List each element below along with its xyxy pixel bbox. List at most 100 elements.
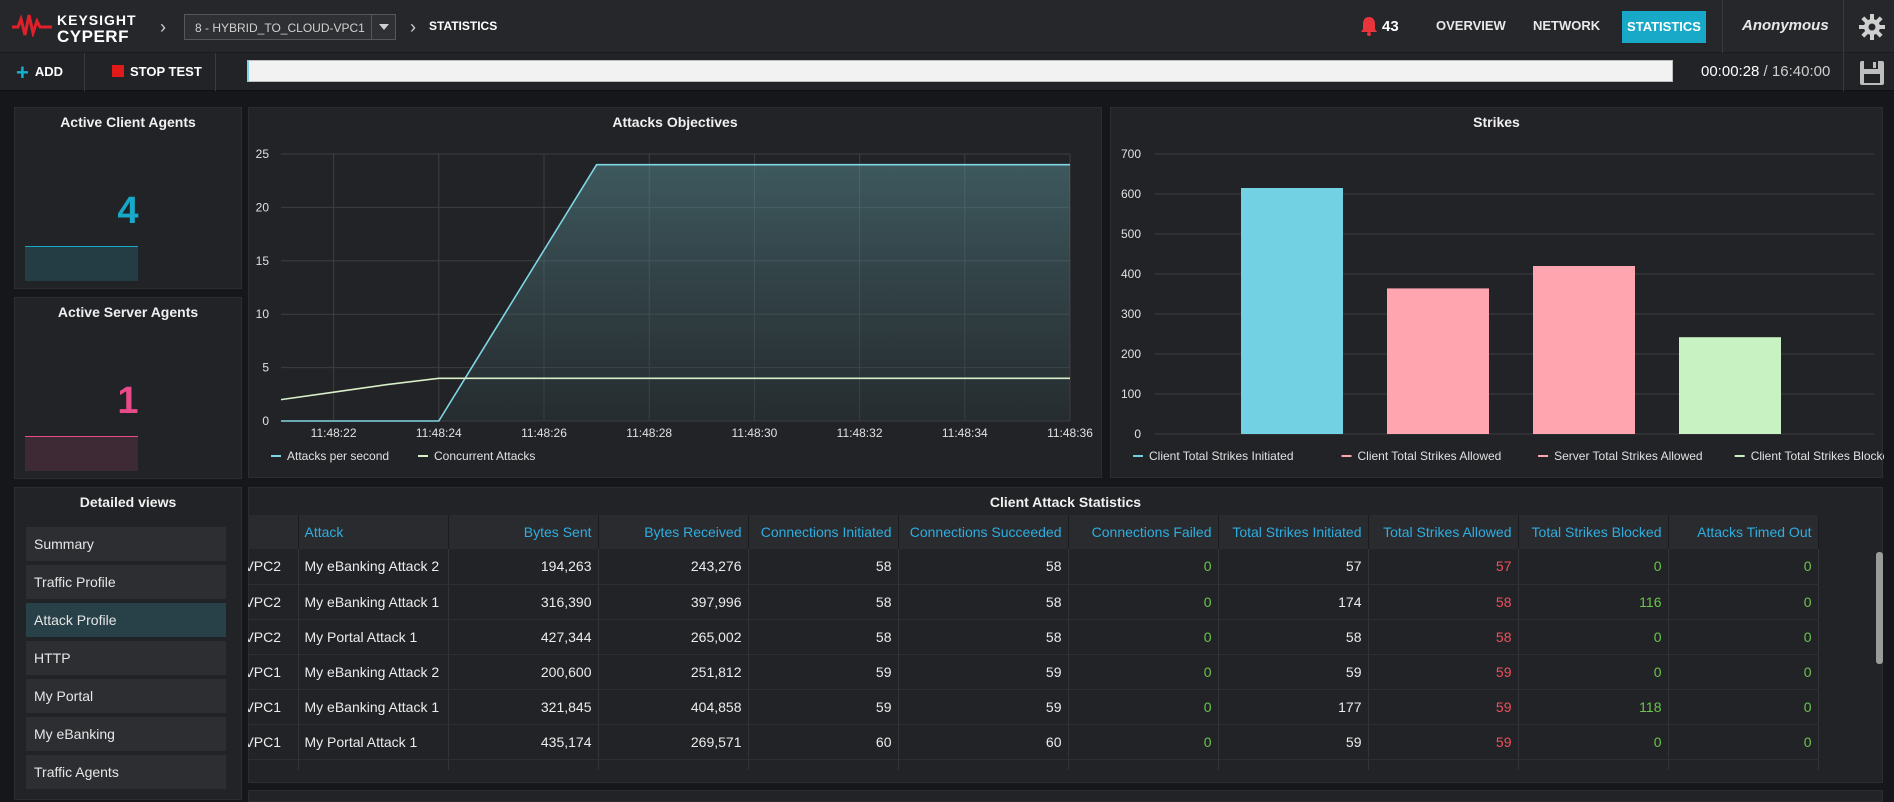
x-tick-label: 11:48:24 [416,426,462,440]
panel-title: Active Client Agents [60,114,196,130]
column-header[interactable]: Connections Initiated [748,515,899,549]
legend-label[interactable]: Client Total Strikes Blocked [1751,449,1884,463]
y-tick-label: 400 [1121,267,1141,281]
nav-network[interactable]: NETWORK [1533,18,1601,33]
column-header[interactable]: Total Strikes Allowed [1368,515,1519,549]
chevron-down-icon[interactable] [371,15,395,39]
table-row[interactable] [248,759,1819,770]
sidebar-item-attack-profile[interactable]: Attack Profile [26,603,226,637]
table-cell: 200,600 [448,654,599,690]
session-select[interactable]: 8 - HYBRID_TO_CLOUD-VPC1 [184,14,396,40]
divider [1843,53,1844,91]
column-header[interactable]: Connections Failed [1068,515,1219,549]
table-cell: Client-VPC1 [248,724,299,760]
table-cell: 0 [1068,584,1219,620]
bell-icon[interactable] [1360,16,1378,36]
chart-title: Attacks Objectives [612,114,738,130]
keysight-cyperf-logo[interactable]: KEYSIGHT CYPERF [12,10,142,46]
sidebar-item-traffic-profile[interactable]: Traffic Profile [26,565,226,599]
breadcrumb-current-page: STATISTICS [429,19,498,33]
nav-statistics[interactable]: STATISTICS [1622,11,1706,43]
y-tick-label: 300 [1121,307,1141,321]
table-cell: 57 [1218,549,1369,585]
save-icon[interactable] [1858,55,1886,89]
session-name: 8 - HYBRID_TO_CLOUD-VPC1 [195,21,365,35]
table-cell: Client-VPC1 [248,654,299,690]
table-cell: 269,571 [598,724,749,760]
table-cell: 0 [1668,549,1819,585]
alert-count[interactable]: 43 [1382,18,1399,35]
table-header-row: Attack Bytes Sent Bytes Received Connection… [248,515,1819,549]
table-cell: 251,812 [598,654,749,690]
active-client-agents-panel: Active Client Agents 4 [14,107,242,289]
next-panel-edge [248,790,1883,802]
sidebar-item-label: Attack Profile [34,612,117,628]
stop-icon [112,65,124,77]
table-cell: 435,174 [448,724,599,760]
legend-label[interactable]: Attacks per second [287,449,389,463]
divider [84,53,85,91]
table-cell: 427,344 [448,619,599,655]
plus-icon: + [16,60,29,86]
panel-title: Active Server Agents [57,304,199,320]
legend-label[interactable]: Concurrent Attacks [434,449,535,463]
table-cell: 58 [748,619,899,655]
table-cell: 194,263 [448,549,599,585]
column-header[interactable]: Attacks Timed Out [1668,515,1819,549]
gear-icon[interactable] [1858,13,1886,41]
sidebar-item-my-portal[interactable]: My Portal [26,679,226,713]
column-header[interactable]: Total Strikes Blocked [1518,515,1669,549]
table-cell: 58 [898,549,1069,585]
table-cell: 0 [1668,584,1819,620]
bar-client-total-strikes-allowed[interactable] [1387,288,1489,434]
column-header[interactable]: Connections Succeeded [898,515,1069,549]
column-header[interactable] [248,515,299,549]
bar-server-total-strikes-allowed[interactable] [1533,266,1635,434]
toolbar: + ADD STOP TEST 00:00:28 / 16:40:00 [0,53,1894,91]
chevron-right-icon: › [160,17,166,37]
table-cell: 60 [748,724,899,760]
table-cell: 59 [898,689,1069,725]
keysight-wave-icon [12,13,52,37]
table-cell: 58 [748,584,899,620]
sidebar-item-summary[interactable]: Summary [26,527,226,561]
table-cell: My eBanking Attack 1 [298,689,449,725]
legend-label[interactable]: Server Total Strikes Allowed [1554,449,1703,463]
y-tick-label: 0 [262,414,269,428]
sidebar-item-traffic-agents[interactable]: Traffic Agents [26,755,226,789]
sidebar-item-http[interactable]: HTTP [26,641,226,675]
sidebar-item-my-ebanking[interactable]: My eBanking [26,717,226,751]
y-tick-label: 25 [256,147,270,161]
column-header[interactable]: Total Strikes Initiated [1218,515,1369,549]
table-scrollbar[interactable] [1876,552,1883,664]
sidebar-item-label: Traffic Agents [34,764,119,780]
table-cell: 0 [1068,549,1219,585]
series-line-attacks-per-second [281,163,1070,422]
table-cell: 0 [1068,654,1219,690]
legend-label[interactable]: Client Total Strikes Initiated [1149,449,1294,463]
column-header[interactable]: Attack [298,515,449,549]
bar-client-total-strikes-blocked[interactable] [1679,337,1781,434]
divider [1722,0,1723,53]
chart-title: Strikes [1473,114,1520,130]
y-tick-label: 5 [262,361,269,375]
user-name[interactable]: Anonymous [1742,17,1829,34]
table-cell: 116 [1518,584,1669,620]
table-cell: 58 [898,584,1069,620]
legend-label[interactable]: Client Total Strikes Allowed [1358,449,1502,463]
bar-client-total-strikes-initiated[interactable] [1241,188,1343,434]
column-header[interactable]: Bytes Sent [448,515,599,549]
table-cell: 59 [748,654,899,690]
table-cell: 59 [898,654,1069,690]
column-header[interactable]: Bytes Received [598,515,749,549]
stop-test-button[interactable]: STOP TEST [112,64,202,79]
nav-overview[interactable]: OVERVIEW [1436,18,1506,33]
table-cell [298,759,449,770]
add-button[interactable]: + ADD [16,60,63,86]
